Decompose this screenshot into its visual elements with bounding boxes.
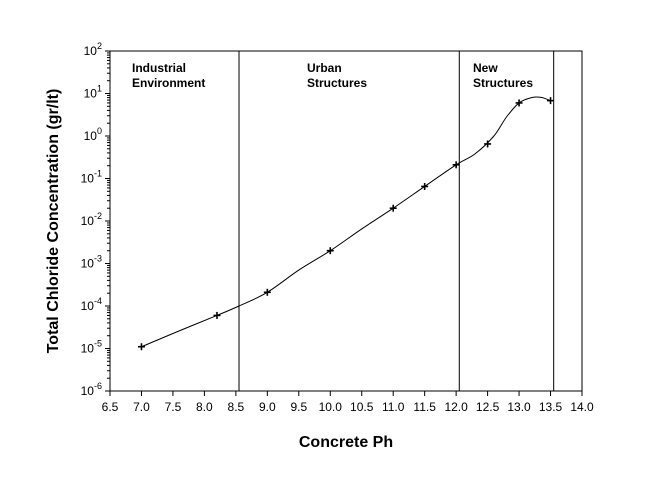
plot-frame bbox=[109, 50, 583, 392]
x-tick-label: 12.0 bbox=[444, 400, 468, 414]
data-point bbox=[515, 99, 523, 107]
y-axis-title: Total Chloride Concentration (gr/lt) bbox=[45, 89, 62, 354]
y-tick-base: 10 bbox=[81, 342, 95, 356]
x-tick-label: 11.5 bbox=[413, 400, 436, 414]
x-tick-label: 9.5 bbox=[290, 400, 307, 414]
y-tick-exponent: 0 bbox=[97, 126, 102, 136]
y-tick-label: 100 bbox=[84, 126, 102, 143]
x-tick-label: 12.5 bbox=[476, 400, 500, 414]
x-axis: 6.5 7.0 7.5 8.0 8.5 9.0 9.5 10.0 10.5 11.0 11.5 12.… bbox=[102, 391, 594, 414]
y-tick-exponent: 2 bbox=[97, 41, 102, 51]
y-tick-base: 10 bbox=[81, 384, 95, 398]
data-markers bbox=[137, 97, 555, 351]
x-tick-label: 8.0 bbox=[196, 400, 213, 414]
data-point bbox=[263, 288, 271, 296]
y-tick-label: 101 bbox=[84, 84, 102, 101]
data-point bbox=[326, 247, 334, 255]
region-label-line: Structures bbox=[307, 76, 367, 90]
region-dividers bbox=[238, 51, 555, 391]
y-tick-base: 10 bbox=[81, 299, 95, 313]
data-point bbox=[484, 140, 492, 148]
y-tick-exponent: -6 bbox=[94, 381, 102, 391]
x-tick-label: 9.0 bbox=[259, 400, 276, 414]
x-axis-title: Concrete Ph bbox=[299, 434, 393, 451]
y-tick-label: 102 bbox=[84, 41, 102, 58]
data-point bbox=[547, 97, 555, 105]
y-tick-base: 10 bbox=[84, 87, 98, 101]
y-tick-label: 10-3 bbox=[81, 254, 102, 271]
y-tick-base: 10 bbox=[81, 257, 95, 271]
region-label-line: Environment bbox=[132, 76, 205, 90]
region-labels: IndustrialEnvironmentUrbanStructuresNewS… bbox=[132, 61, 533, 90]
data-point bbox=[389, 204, 397, 212]
data-point bbox=[452, 161, 460, 169]
y-tick-exponent: -2 bbox=[94, 211, 102, 221]
x-tick-label: 7.5 bbox=[165, 400, 182, 414]
y-tick-exponent: -3 bbox=[94, 254, 102, 264]
x-tick-label: 6.5 bbox=[102, 400, 119, 414]
y-tick-exponent: -5 bbox=[94, 339, 102, 349]
y-tick-exponent: 1 bbox=[97, 84, 102, 94]
data-point bbox=[137, 343, 145, 351]
x-tick-label: 8.5 bbox=[228, 400, 245, 414]
data-point bbox=[421, 182, 429, 190]
x-tick-label: 14.0 bbox=[570, 400, 594, 414]
region-label-line: Structures bbox=[473, 76, 533, 90]
region-label-line: New bbox=[473, 61, 498, 75]
y-tick-base: 10 bbox=[84, 129, 98, 143]
y-tick-base: 10 bbox=[81, 214, 95, 228]
y-tick-base: 10 bbox=[84, 44, 98, 58]
y-tick-label: 10-4 bbox=[81, 296, 102, 313]
data-point bbox=[213, 311, 221, 319]
y-tick-base: 10 bbox=[81, 172, 95, 186]
plot-area: IndustrialEnvironmentUrbanStructuresNewS… bbox=[109, 50, 583, 392]
y-tick-label: 10-6 bbox=[81, 381, 102, 398]
x-tick-label: 10.5 bbox=[350, 400, 374, 414]
y-tick-label: 10-1 bbox=[81, 169, 102, 186]
y-tick-exponent: -1 bbox=[94, 169, 102, 179]
region-label-line: Industrial bbox=[132, 61, 186, 75]
y-tick-label: 10-2 bbox=[81, 211, 102, 228]
x-tick-label: 10.0 bbox=[319, 400, 343, 414]
x-tick-label: 13.5 bbox=[539, 400, 563, 414]
data-curve bbox=[141, 96, 551, 348]
x-tick-label: 11.0 bbox=[382, 400, 405, 414]
region-label-line: Urban bbox=[307, 61, 342, 75]
y-tick-label: 10-5 bbox=[81, 339, 102, 356]
y-tick-exponent: -4 bbox=[94, 296, 102, 306]
x-tick-label: 7.0 bbox=[133, 400, 150, 414]
x-tick-label: 13.0 bbox=[507, 400, 531, 414]
